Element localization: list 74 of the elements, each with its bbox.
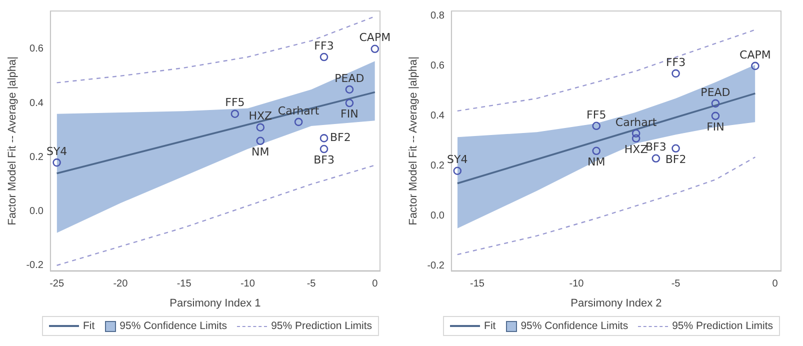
annotation: BF3 xyxy=(314,153,334,166)
line-series xyxy=(56,164,376,266)
y-axis-title: Factor Model Fit -- Average |alpha| xyxy=(6,56,19,226)
point xyxy=(294,118,303,126)
y-tick-label: 0.4 xyxy=(30,98,44,109)
x-tick-label: -5 xyxy=(671,278,681,290)
annotation: FF5 xyxy=(586,108,606,122)
annotation: BF2 xyxy=(665,152,686,166)
annotation: HXZ xyxy=(248,110,273,123)
y-tick-label: 0.0 xyxy=(30,206,44,218)
x-axis-title: Parsimony Index 1 xyxy=(170,297,261,310)
point xyxy=(320,134,328,142)
legend-label: 95% Prediction Limits xyxy=(271,320,372,332)
annotation: FF3 xyxy=(314,39,334,52)
point xyxy=(370,44,380,54)
x-tick-label: -25 xyxy=(50,278,64,290)
text: 95% Confidence Limits xyxy=(520,320,628,332)
point xyxy=(711,112,720,120)
point xyxy=(345,98,354,108)
annotation: FF5 xyxy=(225,96,245,110)
point xyxy=(672,144,680,153)
annotation: SY4 xyxy=(46,144,68,158)
y-tick-label: 0.2 xyxy=(30,152,44,163)
point xyxy=(751,62,760,70)
point xyxy=(652,154,660,163)
annotation: PEAD xyxy=(334,72,364,85)
point xyxy=(256,136,265,146)
x-tick-label: -15 xyxy=(470,278,485,290)
annotation: CAPM xyxy=(740,48,771,62)
point xyxy=(52,158,61,167)
y-tick-label: 0.8 xyxy=(430,10,445,22)
y-tick-label: 0.6 xyxy=(430,60,445,72)
annotation: FIN xyxy=(340,107,358,120)
y-tick-label: 0.0 xyxy=(430,210,445,222)
x-tick-label: -15 xyxy=(176,278,192,290)
y-tick-label: 0.6 xyxy=(30,44,44,55)
point xyxy=(592,122,601,130)
y-tick-label: 0.2 xyxy=(430,160,445,172)
annotation: Carhart xyxy=(615,116,658,129)
point xyxy=(256,123,265,132)
y-tick-label: -0.2 xyxy=(427,260,445,272)
x-tick-label: 0 xyxy=(372,278,378,290)
x-tick-label: -10 xyxy=(569,278,584,290)
annotation: FIN xyxy=(706,120,724,134)
point xyxy=(672,69,680,78)
legend-label: Fit xyxy=(484,320,496,332)
legend-label: Fit xyxy=(83,320,95,332)
point xyxy=(632,134,640,143)
point xyxy=(632,129,640,138)
annotation: NM xyxy=(252,145,270,158)
point xyxy=(453,166,462,176)
point xyxy=(320,52,328,62)
legend-label: 95% Prediction Limits xyxy=(672,320,774,332)
point xyxy=(230,110,240,118)
annotation: Carhart xyxy=(278,104,320,118)
annotation: PEAD xyxy=(700,86,730,99)
y-axis-title: Factor Model Fit -- Average |alpha| xyxy=(408,56,420,226)
point xyxy=(711,99,720,108)
annotation: NM xyxy=(588,155,606,168)
x-tick-label: -5 xyxy=(306,278,316,290)
annotation: BF2 xyxy=(330,131,351,144)
point xyxy=(345,85,354,94)
annotation: FF3 xyxy=(666,56,686,69)
y-tick-label: 0.4 xyxy=(430,110,445,122)
x-axis-title: Parsimony Index 2 xyxy=(570,297,662,310)
text: 95% Confidence Limits xyxy=(120,320,228,332)
point xyxy=(592,146,601,156)
annotation: SY4 xyxy=(447,153,468,166)
x-tick-label: -10 xyxy=(240,278,256,290)
x-tick-label: -20 xyxy=(113,278,128,290)
annotation: CAPM xyxy=(359,31,391,44)
x-tick-label: 0 xyxy=(772,278,778,290)
point xyxy=(320,144,328,154)
y-tick-label: -0.2 xyxy=(26,260,44,272)
